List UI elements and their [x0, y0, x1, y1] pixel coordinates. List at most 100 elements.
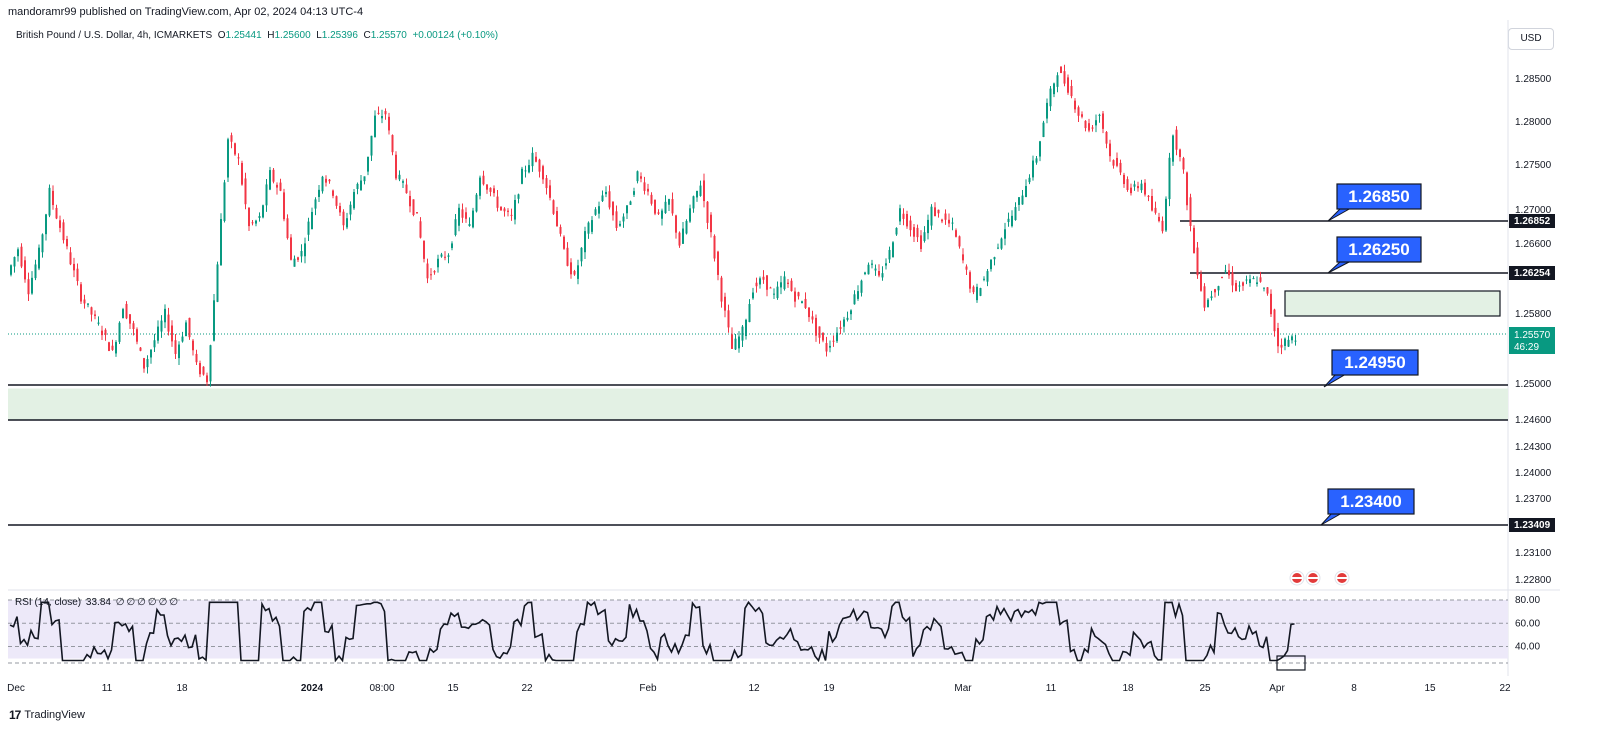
candle-body — [678, 232, 681, 246]
candle-body — [38, 247, 40, 269]
candle-body — [892, 242, 894, 258]
candle-body — [986, 271, 989, 282]
last-price-value: 1.25570 — [1514, 330, 1551, 341]
candle-body — [797, 292, 800, 297]
candle-body — [675, 215, 677, 233]
candle-body — [559, 226, 562, 234]
time-tick-label: 19 — [823, 683, 835, 694]
level-axis-tag-label: 1.23409 — [1514, 520, 1551, 531]
rsi-level-label: 40.00 — [1515, 642, 1540, 653]
candle-body — [160, 320, 163, 332]
candle-body — [580, 247, 583, 262]
candle-body — [923, 232, 926, 241]
candle-body — [398, 174, 401, 180]
candle-body — [279, 182, 282, 191]
tradingview-logo[interactable]: 17 TradingView — [9, 708, 85, 722]
candle-body — [983, 278, 985, 280]
candle-body — [1137, 186, 1139, 189]
candle-body — [622, 216, 625, 222]
callout-box — [1327, 488, 1415, 515]
candle-body — [643, 182, 646, 191]
candle-body — [888, 249, 891, 260]
candle-body — [213, 300, 215, 341]
candle-body — [584, 231, 586, 253]
candle-body — [517, 194, 520, 199]
candle-body — [1021, 195, 1024, 205]
candle-body — [1238, 285, 1241, 287]
candle-body — [699, 185, 702, 196]
candle-body — [1252, 278, 1255, 280]
candle-body — [962, 254, 964, 261]
candle-body — [766, 275, 768, 290]
candle-body — [27, 279, 30, 295]
countdown-value: 46:29 — [1514, 342, 1539, 353]
candle-body — [321, 176, 324, 192]
candle-body — [521, 168, 523, 184]
candle-body — [258, 216, 261, 219]
candle-body — [339, 206, 341, 213]
candle-body — [720, 277, 723, 302]
candle-body — [1256, 282, 1258, 284]
candle-body — [1151, 196, 1153, 211]
candle-body — [1084, 120, 1087, 129]
time-tick-label: 15 — [447, 683, 459, 694]
candle-body — [384, 111, 387, 115]
candle-body — [1067, 77, 1069, 93]
candle-body — [969, 272, 971, 289]
candle-body — [325, 178, 327, 183]
candle-body — [871, 263, 873, 265]
candle-body — [444, 256, 446, 258]
candle-body — [332, 190, 334, 196]
candle-body — [10, 265, 12, 275]
candle-body — [48, 187, 51, 216]
candle-body — [286, 218, 289, 239]
candle-body — [237, 157, 240, 159]
candle-body — [283, 192, 285, 220]
candle-body — [101, 330, 103, 336]
candle-body — [153, 340, 156, 348]
candle-body — [143, 358, 145, 369]
candle-body — [734, 338, 737, 350]
time-tick-label: 12 — [748, 683, 760, 694]
low-value: 1.25396 — [321, 30, 358, 41]
candle-body — [437, 258, 439, 268]
candle-body — [528, 165, 530, 173]
candle-body — [1210, 296, 1213, 299]
rsi-legend: RSI (14, close) 33.84 ∅ ∅ ∅ ∅ ∅ ∅ — [15, 597, 180, 608]
price-tick-label: 1.28500 — [1515, 74, 1552, 85]
candle-body — [388, 116, 390, 131]
candle-body — [69, 252, 72, 265]
candle-body — [1291, 336, 1293, 341]
candle-body — [1018, 197, 1020, 205]
candle-body — [864, 272, 866, 275]
candle-body — [972, 286, 975, 293]
candle-body — [829, 345, 831, 348]
candle-body — [164, 308, 166, 323]
rsi-level-label: 80.00 — [1515, 595, 1540, 606]
brand-name: TradingView — [24, 709, 85, 721]
candle-body — [451, 243, 453, 249]
time-tick-label: 2024 — [301, 683, 324, 694]
candle-body — [20, 246, 23, 267]
candle-body — [157, 326, 159, 341]
candle-body — [867, 264, 870, 275]
candle-body — [465, 212, 467, 219]
candle-body — [545, 178, 548, 189]
candle-body — [538, 159, 541, 172]
high-label: H — [267, 30, 275, 41]
candle-body — [468, 224, 471, 226]
candle-body — [1060, 66, 1062, 73]
candle-body — [416, 212, 418, 214]
candle-body — [881, 273, 884, 278]
candle-body — [566, 247, 569, 266]
candle-body — [664, 201, 667, 214]
candle-body — [409, 195, 411, 207]
candle-body — [297, 257, 299, 260]
candle-body — [927, 219, 929, 234]
candle-body — [1053, 83, 1055, 95]
candle-body — [62, 222, 65, 241]
candle-body — [1074, 100, 1076, 110]
candle-body — [300, 250, 303, 257]
candle-body — [1203, 286, 1206, 308]
